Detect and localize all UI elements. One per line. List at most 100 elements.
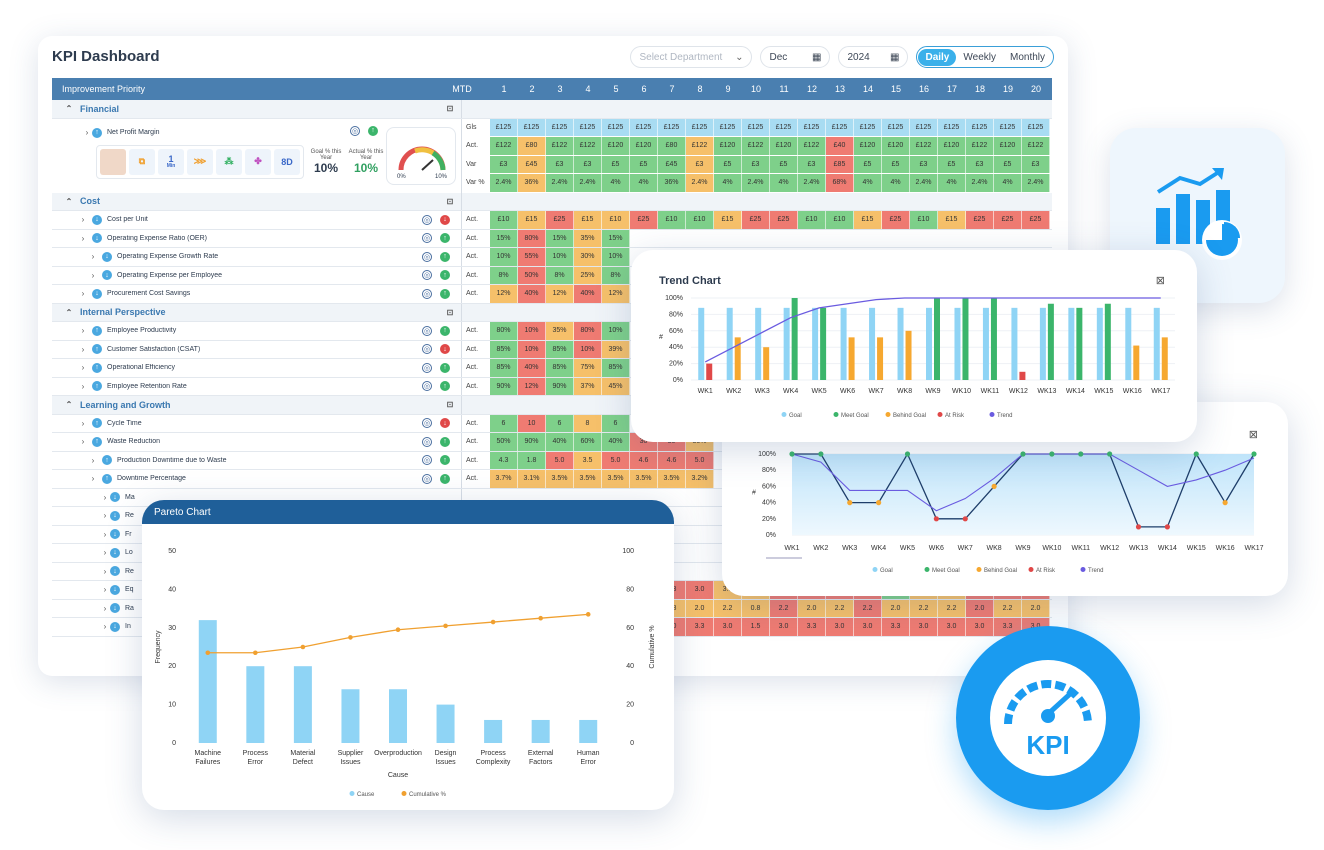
target-icon[interactable]: ◎	[422, 214, 432, 225]
chevron-up-icon[interactable]: ⌃	[65, 196, 73, 206]
target-icon[interactable]: ◎	[422, 233, 432, 244]
table-row[interactable]: › ↓ Cost per Unit ◎ ↓ Act. £10 £15 £25 £15 £10 £25 £…	[52, 211, 1052, 230]
chevron-icon[interactable]: ›	[103, 529, 107, 539]
period-monthly[interactable]: Monthly	[1009, 51, 1045, 63]
chevron-icon[interactable]: ›	[81, 381, 85, 391]
chevron-icon[interactable]: ›	[81, 215, 85, 225]
target-icon[interactable]: ◎	[422, 455, 432, 466]
value-cell: 2.0	[966, 599, 994, 617]
table-row[interactable]: › ↓ Operating Expense Growth Rate ◎ ↑ Act. 10%…	[52, 248, 1052, 267]
value-cell: 10%	[518, 340, 546, 358]
table-row[interactable]: › ↓ Operating Expense per Employee ◎ ↑ Act. 8%…	[52, 266, 1052, 285]
metric-label-cell: › ↑ Customer Satisfaction (CSAT) ◎ ↓	[52, 340, 462, 358]
chevron-icon[interactable]: ›	[81, 363, 85, 373]
chart-type-icon[interactable]: ⊠	[1155, 275, 1165, 287]
table-row[interactable]: › ↑ Production Downtime due to Waste ◎ ↑ Act.…	[52, 451, 1052, 470]
table-row[interactable]: › ↑ Cycle Time ◎ ↓ Act. 6 10 6 8 6	[52, 414, 1052, 433]
chevron-icon[interactable]: ›	[81, 418, 85, 428]
table-row[interactable]: › ↓ Procurement Cost Savings ◎ ↑ Act. 12% 40% 12…	[52, 285, 1052, 304]
x-tick-label: Human Error	[577, 750, 600, 766]
y-tick-label: 60%	[762, 483, 776, 490]
chevron-icon[interactable]: ›	[85, 128, 89, 137]
data-point	[1049, 451, 1055, 457]
table-row[interactable]: › ↓ Operating Expense Ratio (OER) ◎ ↑ Act. 15%…	[52, 229, 1052, 248]
target-icon[interactable]: ◎	[422, 418, 432, 429]
chevron-icon[interactable]: ›	[103, 603, 107, 613]
target-icon[interactable]: ◎	[422, 473, 432, 484]
value-cell: £120	[938, 137, 966, 155]
metric-label-cell: › ↑ Operational Efficiency ◎ ↑	[52, 359, 462, 377]
value-cell: £3	[546, 155, 574, 173]
value-cell: £80	[518, 137, 546, 155]
value-cell: 12%	[602, 285, 630, 303]
header-day: 3	[557, 84, 563, 94]
expand-icon[interactable]: ⊡	[446, 104, 454, 114]
department-select[interactable]: Select Department ⌄	[630, 46, 753, 68]
target-icon[interactable]: ◎	[422, 436, 432, 447]
chevron-icon[interactable]: ›	[81, 289, 85, 299]
legend-marker	[401, 791, 407, 796]
table-row[interactable]: › ↑ Customer Satisfaction (CSAT) ◎ ↓ Act. 85% 1…	[52, 340, 1052, 359]
table-row[interactable]: › ↑ Employee Productivity ◎ ↑ Act. 80% 10% 35% 80…	[52, 322, 1052, 341]
chevron-icon[interactable]: ›	[103, 548, 107, 558]
chevron-icon[interactable]: ›	[103, 622, 107, 632]
value-cell: 90%	[546, 377, 574, 395]
value-cell: 30%	[574, 248, 602, 266]
chevron-up-icon[interactable]: ⌃	[65, 400, 73, 410]
target-icon[interactable]: ◎	[422, 325, 432, 336]
table-row[interactable]: › ↑ Operational Efficiency ◎ ↑ Act. 85% 40% 85% 7…	[52, 359, 1052, 378]
period-daily[interactable]: Daily	[918, 48, 957, 66]
value-cell: 4.6	[630, 451, 658, 469]
target-icon[interactable]: ◎	[422, 251, 432, 262]
x-tick-label: WK7	[868, 388, 883, 395]
chevron-icon[interactable]: ›	[91, 270, 95, 280]
expand-icon[interactable]: ⊡	[446, 196, 454, 206]
trend-up-icon: ↑	[440, 288, 450, 299]
chevron-up-icon[interactable]: ⌃	[65, 104, 73, 114]
actual-bar	[1076, 307, 1083, 380]
process-map-icon[interactable]: ⁂	[216, 148, 242, 175]
target-icon[interactable]: ◎	[350, 125, 360, 136]
chevron-icon[interactable]: ›	[91, 474, 95, 484]
chevron-icon[interactable]: ›	[103, 511, 107, 521]
pareto-header	[142, 500, 674, 524]
table-row[interactable]: › ↑ Downtime Percentage ◎ ↑ Act. 3.7% 3.1% 3.5% 3…	[52, 470, 1052, 489]
table-row[interactable]: › ↑ Employee Retention Rate ◎ ↑ Act. 90% 12% 90%…	[52, 377, 1052, 396]
actual-bar	[934, 298, 940, 380]
document-icon[interactable]: ⧉	[129, 148, 155, 175]
expand-icon[interactable]: ⊡	[446, 400, 454, 410]
target-icon[interactable]: ◎	[422, 270, 432, 281]
fishbone-icon[interactable]: ⋙	[187, 148, 213, 175]
value-cell: £5	[938, 155, 966, 173]
x-tick-label: WK11	[981, 388, 1000, 395]
timer-tile[interactable]: 1 Min	[158, 148, 184, 175]
month-picker[interactable]: Dec ▦	[760, 46, 831, 68]
period-weekly[interactable]: Weekly	[963, 51, 996, 63]
chevron-icon[interactable]: ›	[81, 233, 85, 243]
chevron-icon[interactable]: ›	[103, 585, 107, 595]
chevron-icon[interactable]: ›	[81, 326, 85, 336]
value-cell: 90%	[518, 433, 546, 451]
chevron-icon[interactable]: ›	[103, 492, 107, 502]
target-icon[interactable]: ◎	[422, 381, 432, 392]
chevron-icon[interactable]: ›	[91, 252, 95, 262]
chart-type-icon[interactable]: ⊠	[1248, 429, 1258, 441]
value-cell: £122	[798, 137, 826, 155]
expand-icon[interactable]: ⊡	[446, 307, 454, 317]
target-icon[interactable]: ◎	[422, 362, 432, 373]
legend-marker	[833, 412, 839, 417]
value-cell: 90%	[490, 377, 518, 395]
chevron-icon[interactable]: ›	[103, 566, 107, 576]
8d-tile[interactable]: 8D	[274, 148, 300, 175]
metric-row-net-profit[interactable]: › ↑ Net Profit Margin	[82, 127, 160, 138]
flow-icon[interactable]: ✤	[245, 148, 271, 175]
y-tick-label: 60%	[669, 328, 683, 335]
chevron-icon[interactable]: ›	[81, 437, 85, 447]
year-picker[interactable]: 2024 ▦	[838, 46, 909, 68]
chevron-icon[interactable]: ›	[81, 344, 85, 354]
chevron-icon[interactable]: ›	[91, 455, 95, 465]
target-icon[interactable]: ◎	[422, 288, 432, 299]
timer-unit: Min	[166, 162, 176, 169]
chevron-up-icon[interactable]: ⌃	[65, 307, 73, 317]
target-icon[interactable]: ◎	[422, 344, 432, 355]
